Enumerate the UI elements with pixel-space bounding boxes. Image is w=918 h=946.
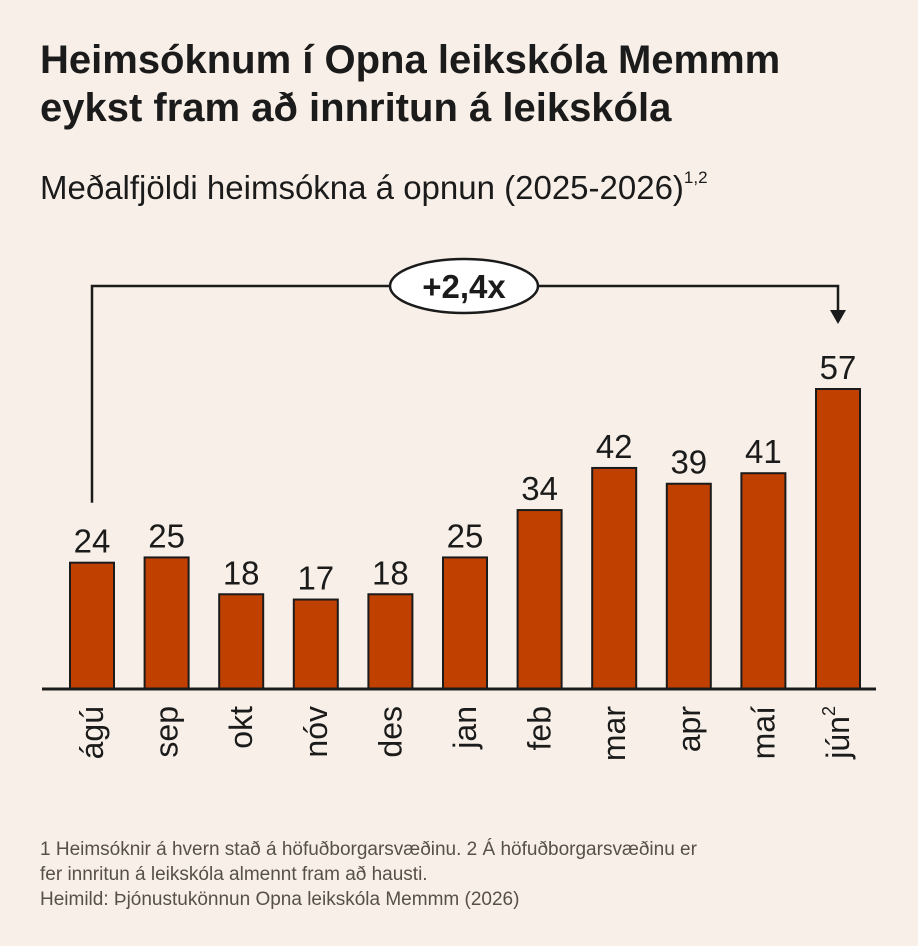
category-label-feb: feb <box>522 706 558 750</box>
bar-mar <box>591 466 638 691</box>
category-label-jan: jan <box>447 706 483 750</box>
bar-jan <box>442 556 488 690</box>
bar-ágú <box>69 561 115 690</box>
growth-badge-label: +2,4x <box>422 268 506 305</box>
chart-title: Heimsóknum í Opna leikskóla Memmm eykst … <box>40 36 900 132</box>
value-label-nóv: 17 <box>297 560 334 597</box>
category-label-maí: maí <box>745 706 781 759</box>
source-note: Heimild: Þjónustukönnun Opna leikskóla M… <box>40 889 520 910</box>
arrow-down-icon <box>830 310 846 324</box>
chart-title-line1: Heimsóknum í Opna leikskóla Memmm <box>40 38 781 82</box>
value-label-jan: 25 <box>447 517 484 554</box>
category-label-okt: okt <box>223 706 259 749</box>
bar-chart: 24 ágú 25 sep 18 okt 17 nóv 18 des 25 jan 34 feb 42 mar… <box>42 257 876 761</box>
value-label-jún: 57 <box>820 349 857 386</box>
category-label-jún: jún2 <box>819 706 856 760</box>
bar-feb <box>516 509 563 691</box>
bar-des <box>367 593 414 690</box>
chart-subtitle-footnote-ref: 1,2 <box>683 168 708 187</box>
bar-nóv <box>292 598 339 690</box>
value-label-sep: 25 <box>148 517 185 554</box>
value-label-apr: 39 <box>670 444 707 481</box>
chart-title-line2: eykst fram að innritun á leikskóla <box>40 86 672 130</box>
bar-apr <box>665 482 712 691</box>
chart-subtitle: Meðalfjöldi heimsókna á opnun (2025-2026… <box>40 158 708 208</box>
bar-jún <box>815 388 861 690</box>
bar-okt <box>218 593 265 690</box>
category-label-sep: sep <box>149 706 185 758</box>
category-label-mar: mar <box>596 706 632 761</box>
value-label-ágú: 24 <box>74 523 111 560</box>
value-label-mar: 42 <box>596 428 633 465</box>
footnote-line-1: 1 Heimsóknir á hvern stað á höfuðborgars… <box>40 839 697 860</box>
value-label-feb: 34 <box>521 470 558 507</box>
category-label-des: des <box>372 706 408 758</box>
value-label-okt: 18 <box>223 554 260 591</box>
growth-badge <box>388 257 540 315</box>
category-label-nóv: nóv <box>298 706 334 758</box>
category-label-apr: apr <box>671 706 707 753</box>
bar-maí <box>740 472 787 691</box>
value-label-des: 18 <box>372 554 409 591</box>
growth-bracket <box>90 284 840 503</box>
value-label-maí: 41 <box>745 433 782 470</box>
bar-sep <box>143 556 190 690</box>
footnotes: 1 Heimsóknir á hvern stað á höfuðborgars… <box>40 837 880 912</box>
footnote-line-2: fer innritun á leikskóla almennt fram að… <box>40 864 428 885</box>
category-label-ágú: ágú <box>74 706 110 759</box>
chart-subtitle-text: Meðalfjöldi heimsókna á opnun (2025-2026… <box>40 169 684 206</box>
